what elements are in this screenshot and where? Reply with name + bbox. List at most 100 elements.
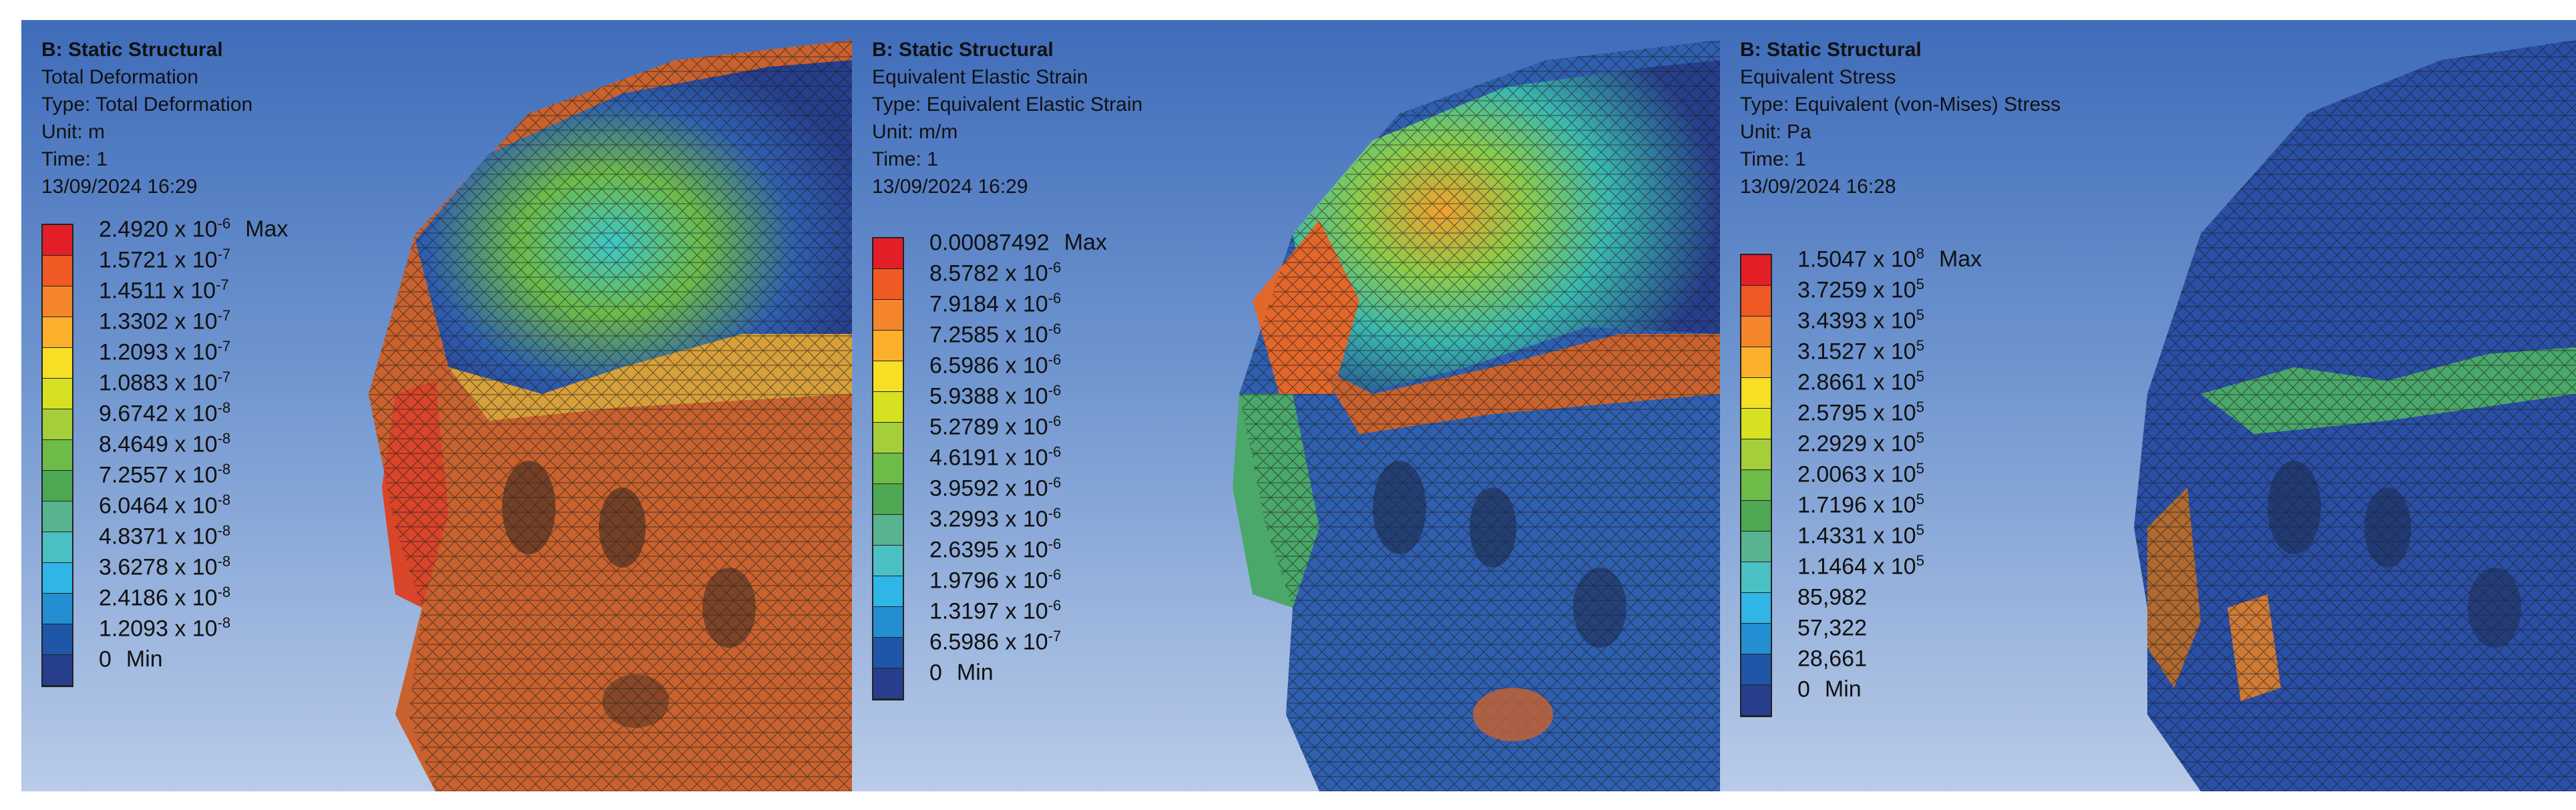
equivalent-stress-viewport[interactable]: B: Static Structural Equivalent Stress T…	[1720, 20, 2576, 791]
legend-value-exponent: -8	[217, 461, 231, 477]
legend-value-exponent: -6	[1048, 259, 1062, 276]
result-type: Type: Equivalent (von-Mises) Stress	[1740, 93, 2061, 116]
legend-value: 1.2093 x 10-8	[99, 608, 288, 641]
legend-value-exponent: 5	[1916, 491, 1924, 508]
legend-color-bar	[1740, 254, 1772, 717]
analysis-system-label: B: Static Structural	[872, 39, 1054, 61]
legend-value: 1.9796 x 10-6	[929, 560, 1107, 594]
legend-value-exponent: -7	[217, 369, 231, 385]
legend-swatch	[43, 348, 72, 379]
equivalent-strain-viewport[interactable]: B: Static Structural Equivalent Elastic …	[852, 20, 1720, 791]
legend-value: 28,661	[1797, 638, 1982, 671]
legend-value-mantissa: 3.4393 x 10	[1797, 308, 1916, 334]
legend-swatch	[1741, 685, 1771, 716]
legend-swatch	[873, 546, 903, 576]
legend-value: 8.5782 x 10-6	[929, 252, 1107, 286]
legend-swatch	[1741, 624, 1771, 654]
legend-swatch	[873, 331, 903, 361]
legend-value-mantissa: 5.2789 x 10	[929, 414, 1048, 440]
result-timestamp: 13/09/2024 16:29	[872, 176, 1028, 198]
legend-value-exponent: -6	[217, 215, 231, 232]
legend-value-mantissa: 1.4511 x 10	[99, 278, 216, 304]
legend-value-mantissa: 6.0464 x 10	[99, 493, 218, 519]
dental-model-mesh-deformation	[369, 40, 852, 791]
analysis-system-label: B: Static Structural	[1740, 39, 1922, 61]
legend-value: 2.6395 x 10-6	[929, 529, 1107, 562]
legend-swatch	[1741, 317, 1771, 347]
legend-value: 1.3302 x 10-7	[99, 300, 288, 335]
legend-swatch	[1741, 286, 1771, 317]
legend-value-exponent: 5	[1916, 460, 1924, 477]
legend-labels: 1.5047 x 108 Max 3.7259 x 105 3.4393 x 105 3…	[1797, 238, 1982, 702]
legend-value-mantissa: 3.6278 x 10	[99, 554, 218, 580]
legend-value-mantissa: 4.8371 x 10	[99, 524, 218, 550]
legend-value-exponent: -6	[1048, 443, 1062, 460]
legend-value: 3.9592 x 10-6	[929, 467, 1107, 501]
legend-swatch	[43, 594, 72, 624]
legend-value: 6.0464 x 10-8	[99, 485, 288, 519]
legend-value: 7.9184 x 10-6	[929, 283, 1107, 317]
legend-value-exponent: -8	[217, 430, 231, 447]
legend-value-mantissa: 1.2093 x 10	[99, 339, 218, 365]
legend-value: 1.3197 x 10-6	[929, 590, 1107, 624]
legend-swatch	[1741, 562, 1771, 593]
legend-value-mantissa: 6.5986 x 10	[929, 629, 1048, 655]
legend-extreme-tag: Min	[956, 660, 994, 686]
legend-value: 2.4186 x 10-8	[99, 577, 288, 610]
legend-value: 1.7196 x 105	[1797, 484, 1982, 518]
legend-value-mantissa: 57,322	[1797, 615, 1867, 641]
legend-value-mantissa: 1.1464 x 10	[1797, 554, 1916, 580]
result-unit: Unit: m/m	[872, 121, 958, 143]
legend-value-mantissa: 1.9796 x 10	[929, 568, 1048, 594]
result-time: Time: 1	[1740, 148, 1806, 170]
legend-value-mantissa: 0.00087492	[929, 230, 1050, 256]
legend-value: 1.5721 x 10-7	[99, 239, 288, 272]
legend-value-exponent: -6	[1048, 321, 1062, 337]
legend-swatch	[43, 317, 72, 348]
legend-value-mantissa: 8.4649 x 10	[99, 431, 218, 457]
legend-swatch	[873, 453, 903, 484]
legend-value-exponent: -7	[217, 307, 231, 324]
legend-swatch	[1741, 439, 1771, 470]
legend-value: 0 Min	[1797, 668, 1982, 702]
legend-extreme-tag: Min	[1824, 676, 1862, 702]
legend-swatch	[1741, 347, 1771, 378]
legend-value-exponent: -8	[217, 522, 231, 539]
legend-value-mantissa: 3.2993 x 10	[929, 506, 1048, 532]
legend-value: 5.9388 x 10-6	[929, 375, 1107, 409]
legend-value-exponent: -7	[217, 246, 231, 262]
legend-swatch	[43, 532, 72, 563]
result-timestamp: 13/09/2024 16:28	[1740, 176, 1896, 198]
legend-extreme-tag: Max	[1064, 230, 1107, 256]
legend-value: 3.1527 x 105	[1797, 331, 1982, 364]
legend-swatch	[873, 423, 903, 453]
legend-value: 1.4511 x 10-7	[99, 270, 288, 304]
legend-value: 3.2993 x 10-6	[929, 498, 1107, 532]
legend-value-mantissa: 0	[929, 660, 942, 686]
legend-value-exponent: -7	[1048, 628, 1062, 644]
legend-value-exponent: 5	[1916, 399, 1924, 415]
legend-value-mantissa: 2.0063 x 10	[1797, 461, 1916, 487]
legend-value-mantissa: 3.9592 x 10	[929, 475, 1048, 501]
total-deformation-viewport[interactable]: B: Static Structural Total Deformation T…	[21, 20, 852, 791]
legend-value: 5.2789 x 10-6	[929, 406, 1107, 440]
legend-value: 2.8661 x 105	[1797, 361, 1982, 395]
legend-swatch	[1741, 255, 1771, 286]
legend-swatch	[873, 300, 903, 331]
analysis-system-label: B: Static Structural	[41, 39, 223, 61]
legend-value-exponent: -8	[217, 553, 231, 570]
legend-swatch	[1741, 593, 1771, 624]
result-timestamp: 13/09/2024 16:29	[41, 176, 198, 198]
legend-value-mantissa: 7.2557 x 10	[99, 462, 218, 488]
legend-value-exponent: -6	[1048, 413, 1062, 429]
legend-value-mantissa: 85,982	[1797, 584, 1867, 610]
legend-value-mantissa: 1.0883 x 10	[99, 370, 218, 396]
legend-value-exponent: -6	[1048, 597, 1062, 614]
legend-swatch	[43, 471, 72, 501]
legend-swatch	[873, 638, 903, 668]
legend-value-mantissa: 1.3302 x 10	[99, 309, 218, 335]
legend-value: 3.7259 x 105	[1797, 269, 1982, 302]
legend-value-mantissa: 1.3197 x 10	[929, 598, 1048, 624]
legend-value: 6.5986 x 10-6	[929, 345, 1107, 378]
legend-swatch	[43, 379, 72, 409]
